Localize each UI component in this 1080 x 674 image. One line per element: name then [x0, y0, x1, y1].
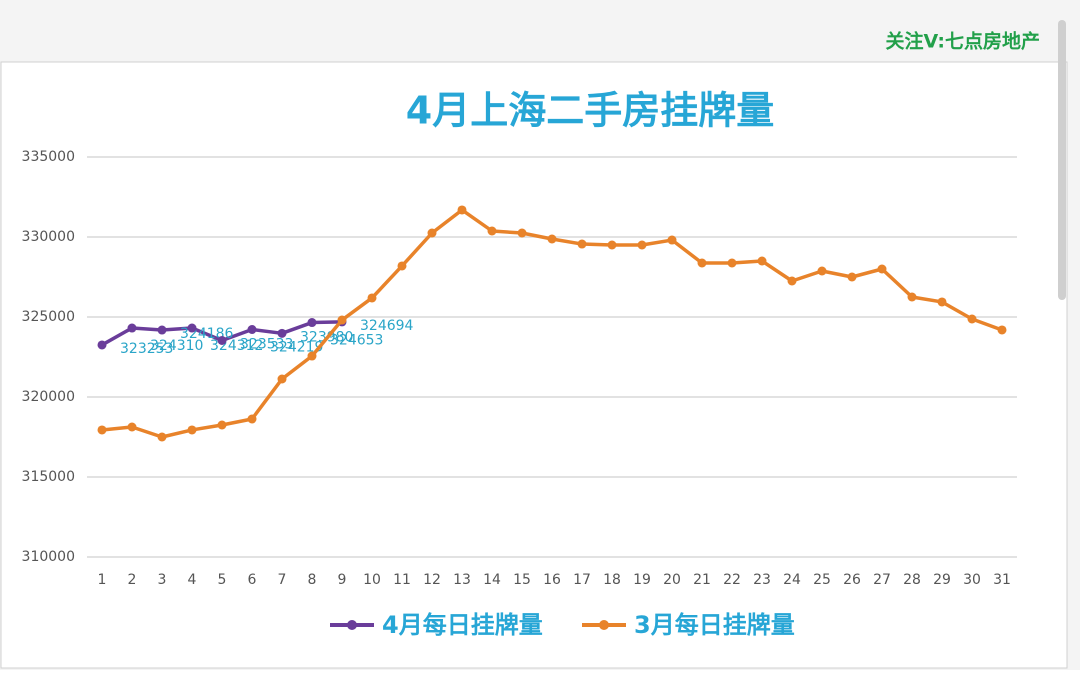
x-tick-label: 2: [128, 572, 137, 588]
y-tick-label: 320000: [22, 389, 75, 405]
y-tick-label: 330000: [22, 229, 75, 245]
series-point: [187, 323, 197, 333]
x-tick-label: 27: [873, 572, 891, 588]
x-tick-label: 22: [723, 572, 741, 588]
series-point: [217, 420, 227, 430]
series-point: [307, 351, 317, 361]
series-point: [247, 414, 257, 424]
x-tick-label: 16: [543, 572, 561, 588]
legend-label: 4月每日挂牌量: [382, 611, 543, 639]
x-tick-label: 8: [308, 572, 317, 588]
x-tick-label: 26: [843, 572, 861, 588]
watermark: 关注V:七点房地产: [886, 30, 1040, 53]
series-point: [997, 325, 1007, 335]
y-tick-label: 310000: [22, 549, 75, 565]
x-tick-label: 18: [603, 572, 621, 588]
series-point: [367, 293, 377, 303]
x-tick-label: 14: [483, 572, 501, 588]
x-tick-label: 28: [903, 572, 921, 588]
series-point: [847, 272, 857, 282]
series-point: [907, 292, 917, 302]
series-point: [187, 425, 197, 435]
x-tick-label: 17: [573, 572, 591, 588]
series-point: [517, 228, 527, 238]
x-tick-label: 25: [813, 572, 831, 588]
y-tick-label: 335000: [22, 149, 75, 165]
x-tick-label: 21: [693, 572, 711, 588]
data-label: 324310: [150, 338, 203, 354]
y-tick-label: 325000: [22, 309, 75, 325]
x-tick-label: 23: [753, 572, 771, 588]
legend-label: 3月每日挂牌量: [634, 611, 795, 639]
chart-panel: [0, 61, 1068, 669]
series-point: [277, 374, 287, 384]
series-point: [607, 240, 617, 250]
series-point: [697, 258, 707, 268]
x-tick-label: 31: [993, 572, 1011, 588]
data-label: 324219: [270, 339, 323, 355]
data-label: 324694: [360, 318, 414, 334]
series-point: [967, 314, 977, 324]
data-label: 323253: [120, 341, 173, 357]
x-tick-label: 20: [663, 572, 681, 588]
x-tick-label: 6: [248, 572, 257, 588]
x-tick-label: 11: [393, 572, 411, 588]
series-point: [427, 228, 437, 238]
series-point: [547, 234, 557, 244]
x-tick-label: 12: [423, 572, 441, 588]
series-point: [127, 422, 137, 432]
x-tick-label: 15: [513, 572, 531, 588]
series-point: [337, 315, 347, 325]
x-tick-label: 24: [783, 572, 801, 588]
x-tick-label: 10: [363, 572, 381, 588]
legend-marker: [599, 620, 609, 630]
series-point: [307, 318, 317, 328]
chart-title: 4月上海二手房挂牌量: [406, 89, 774, 133]
series-point: [97, 340, 107, 350]
series-point: [817, 266, 827, 276]
series-point: [217, 335, 227, 345]
series-point: [157, 432, 167, 442]
data-label: 323533: [240, 336, 293, 352]
y-tick-label: 315000: [22, 469, 75, 485]
series-point: [667, 235, 677, 245]
data-label: 324653: [330, 333, 383, 349]
x-tick-label: 3: [158, 572, 167, 588]
series-point: [757, 256, 767, 266]
series-point: [577, 239, 587, 249]
series-point: [97, 425, 107, 435]
x-tick-label: 5: [218, 572, 227, 588]
series-point: [637, 240, 647, 250]
series-point: [487, 226, 497, 236]
series-point: [457, 205, 467, 215]
series-point: [277, 328, 287, 338]
series-point: [877, 264, 887, 274]
series-point: [127, 323, 137, 333]
x-tick-label: 1: [98, 572, 107, 588]
series-point: [937, 297, 947, 307]
x-tick-label: 30: [963, 572, 981, 588]
series-point: [397, 261, 407, 271]
series-point: [247, 324, 257, 334]
series-point: [157, 325, 167, 335]
series-point: [787, 276, 797, 286]
x-tick-label: 29: [933, 572, 951, 588]
series-point: [727, 258, 737, 268]
x-tick-label: 19: [633, 572, 651, 588]
x-tick-label: 7: [278, 572, 287, 588]
x-tick-label: 13: [453, 572, 471, 588]
x-tick-label: 9: [338, 572, 347, 588]
x-tick-label: 4: [188, 572, 197, 588]
legend-marker: [347, 620, 357, 630]
scrollbar: [1058, 20, 1066, 300]
